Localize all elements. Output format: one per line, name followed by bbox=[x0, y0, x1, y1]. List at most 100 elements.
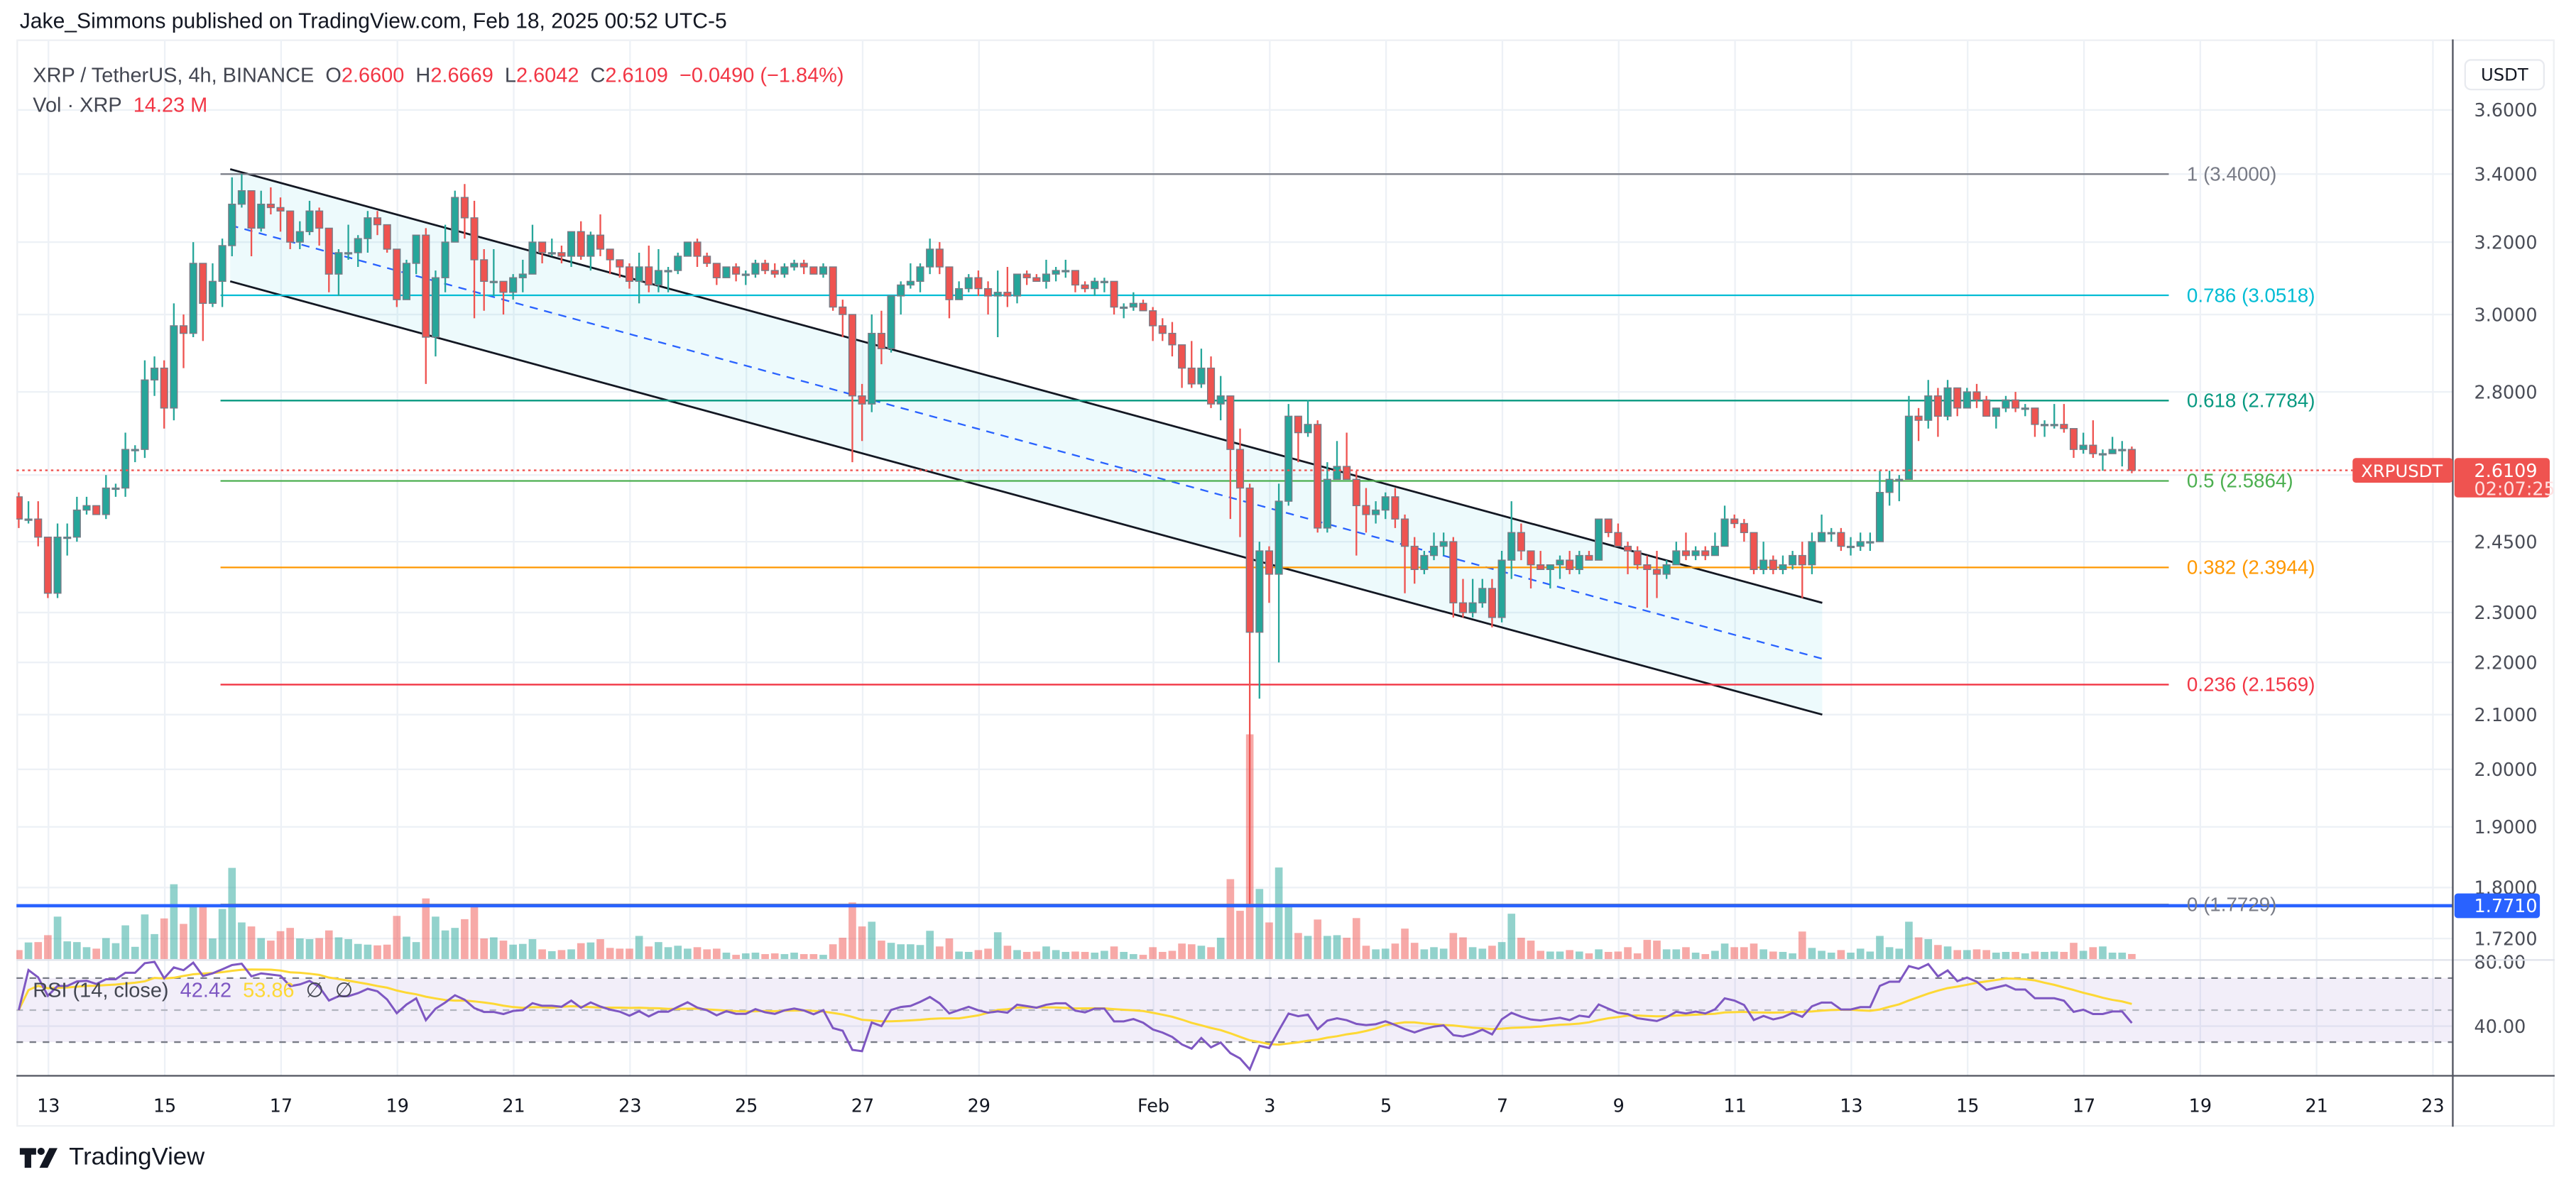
volume-bar bbox=[1391, 943, 1399, 960]
candle-body bbox=[732, 266, 741, 275]
candle-body bbox=[1294, 415, 1302, 434]
candle bbox=[606, 248, 614, 275]
candle-body bbox=[1304, 424, 1312, 434]
volume-value: 14.23 M bbox=[133, 93, 208, 117]
candle-body bbox=[1129, 302, 1137, 308]
candle bbox=[276, 197, 285, 232]
fib-labels: 1 (3.4000) 0.786 (3.0518) 0.618 (2.7784) 0.… bbox=[2187, 163, 2315, 916]
candle bbox=[1566, 551, 1574, 574]
volume-bar bbox=[73, 942, 81, 960]
candle bbox=[926, 239, 934, 275]
candle-body bbox=[1556, 559, 1564, 566]
candle bbox=[1604, 518, 1612, 537]
candle-body bbox=[945, 266, 954, 300]
candle bbox=[1652, 551, 1661, 598]
footer-brand[interactable]: TradingView bbox=[19, 1143, 204, 1171]
time-axis-label: 23 bbox=[618, 1095, 641, 1117]
candle-body bbox=[1449, 541, 1458, 603]
chart-frame bbox=[16, 39, 2555, 1127]
candle-body bbox=[1149, 310, 1157, 327]
volume-bar bbox=[180, 924, 187, 960]
time-axis-label: 15 bbox=[153, 1095, 176, 1117]
candle-body bbox=[1488, 588, 1496, 618]
volume-bar bbox=[770, 953, 779, 960]
candle bbox=[1245, 483, 1254, 906]
axes[interactable]: 13 15 17 19 21 23 25 27 29 Feb 3 5 7 9 11 13 15 17 19 21 23 3… bbox=[16, 39, 2555, 1127]
candle bbox=[1866, 532, 1874, 552]
volume-bar bbox=[364, 944, 372, 960]
candle-body bbox=[829, 266, 837, 308]
candle-body bbox=[2089, 444, 2097, 454]
candle-body bbox=[858, 395, 866, 405]
candle bbox=[1662, 560, 1671, 579]
volume-bar bbox=[1187, 944, 1196, 960]
candle-body bbox=[1042, 273, 1051, 283]
symbol-tag-label: XRPUSDT bbox=[2361, 461, 2443, 481]
channel-fill bbox=[230, 169, 1823, 715]
candle-body bbox=[1798, 554, 1806, 566]
time-axis-label: 11 bbox=[1723, 1095, 1746, 1117]
volume-bar bbox=[984, 948, 992, 960]
volume-bar bbox=[1449, 933, 1458, 960]
rsi-pane[interactable] bbox=[16, 960, 2453, 1072]
candle-body bbox=[1206, 367, 1216, 405]
candle bbox=[1013, 273, 1022, 304]
candle bbox=[1798, 542, 1806, 598]
volume-legend[interactable]: Vol · XRP 14.23 M bbox=[33, 94, 207, 116]
channel-lower-line[interactable] bbox=[229, 280, 1823, 716]
current-price-tag bbox=[2454, 458, 2550, 498]
candle-body bbox=[1623, 545, 1632, 552]
volume-bar bbox=[1866, 951, 1874, 960]
channel-upper-line[interactable] bbox=[229, 168, 1823, 604]
candle-body bbox=[1992, 407, 2000, 417]
candle-body bbox=[2002, 399, 2010, 409]
candle-body bbox=[1410, 545, 1419, 570]
candle bbox=[189, 242, 197, 337]
candle-body bbox=[72, 509, 81, 538]
candle-body bbox=[2050, 424, 2058, 427]
rsi-legend[interactable]: RSI (14, close) 42.42 53.86 ∅ ∅ bbox=[33, 977, 353, 1002]
candle-body bbox=[1914, 415, 1923, 421]
candle bbox=[295, 221, 304, 249]
candle bbox=[286, 210, 295, 249]
candle-body bbox=[1856, 541, 1865, 547]
candle-body bbox=[1759, 559, 1768, 570]
candle bbox=[16, 492, 23, 528]
volume-bar bbox=[1178, 943, 1186, 960]
candle-body bbox=[625, 266, 634, 283]
candle bbox=[2079, 432, 2087, 454]
candle-body bbox=[1895, 478, 1904, 481]
candle-body bbox=[1933, 395, 1942, 417]
time-axis-label: 29 bbox=[968, 1095, 990, 1117]
candle-body bbox=[82, 505, 91, 511]
candle bbox=[324, 227, 333, 292]
volume-bar bbox=[1556, 951, 1564, 960]
candle bbox=[780, 263, 789, 278]
candle-body bbox=[635, 266, 643, 283]
volume-bar bbox=[441, 930, 449, 960]
candle bbox=[1226, 395, 1235, 520]
symbol-title[interactable]: XRP / TetherUS, 4h, BINANCE bbox=[33, 64, 315, 87]
fib-level-label: 0.786 (3.0518) bbox=[2187, 284, 2315, 306]
candle-body bbox=[179, 325, 188, 334]
volume-bar bbox=[1963, 950, 1971, 960]
volume-bar bbox=[1672, 949, 1681, 960]
volume-bar bbox=[1701, 954, 1710, 960]
volume-bar bbox=[141, 914, 149, 960]
parallel-channel[interactable] bbox=[229, 168, 1823, 716]
volume-bar bbox=[1624, 947, 1632, 960]
symbol-legend[interactable]: XRP / TetherUS, 4h, BINANCE O2.6600 H2.6… bbox=[33, 64, 844, 87]
volume-bar bbox=[1372, 949, 1380, 960]
volume-bar bbox=[1953, 950, 1962, 960]
price-pane[interactable] bbox=[15, 168, 2453, 960]
candle-body bbox=[547, 252, 556, 255]
candle-body bbox=[1885, 478, 1894, 493]
volume-bar bbox=[403, 936, 410, 960]
volume-bar bbox=[1497, 942, 1506, 960]
candle-body bbox=[897, 284, 905, 297]
candle bbox=[237, 174, 246, 208]
currency-button[interactable]: USDT bbox=[2464, 59, 2545, 91]
volume-bar bbox=[1294, 933, 1302, 960]
candle bbox=[170, 303, 178, 421]
